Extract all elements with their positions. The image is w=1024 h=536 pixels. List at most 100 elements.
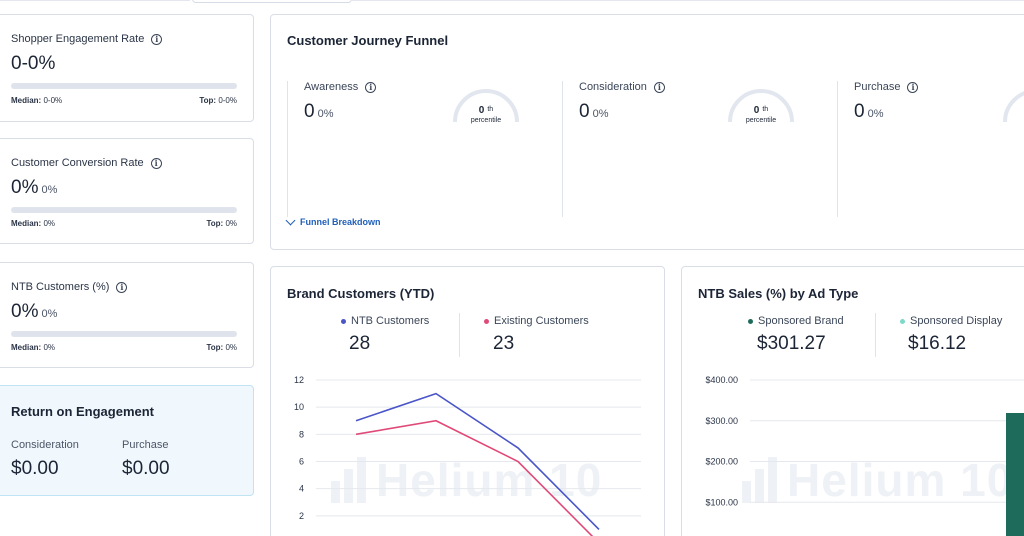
legend-dot-icon	[900, 318, 905, 324]
median-value: 0%	[43, 219, 56, 228]
legend-ntb-customers[interactable]: NTB Customers	[341, 315, 429, 327]
funnel-stage-count: 0	[854, 101, 865, 122]
legend-label: Sponsored Brand	[758, 315, 844, 327]
funnel-stage-count: 0	[304, 101, 315, 122]
metric-title-text: Customer Conversion Rate	[11, 157, 144, 169]
top-label: Top: 0-0%	[199, 96, 237, 105]
metric-progress-bar	[11, 207, 237, 213]
metric-value: 0% 0%	[11, 301, 57, 323]
helium10-watermark: Helium 10	[742, 453, 1013, 507]
gauge-number: 0	[478, 105, 485, 116]
watermark-text: Helium 10	[787, 454, 1014, 506]
funnel-stage-percent: 0%	[592, 108, 609, 120]
info-icon[interactable]: i	[116, 281, 128, 293]
legend-dot-icon	[748, 318, 753, 324]
percentile-gauge: p	[1003, 89, 1024, 129]
funnel-breakdown-label: Funnel Breakdown	[300, 217, 381, 227]
funnel-breakdown-toggle[interactable]: Funnel Breakdown	[285, 215, 381, 227]
gauge-suffix: th	[487, 106, 494, 113]
legend-label: Existing Customers	[494, 315, 589, 327]
y-tick-label: 10	[294, 402, 304, 412]
info-icon[interactable]: i	[151, 33, 163, 45]
legend-dot-icon	[341, 318, 346, 324]
y-tick-label: 6	[299, 457, 304, 467]
top-divider	[0, 0, 190, 1]
median-label-text: Median:	[11, 343, 42, 352]
ntb-customers-card: NTB Customers (%) i 0% 0% Median: 0% Top:…	[0, 262, 254, 368]
info-icon[interactable]: i	[653, 81, 665, 93]
funnel-stage-value: 0 0%	[304, 101, 333, 123]
top-divider	[352, 0, 1024, 1]
legend-label: NTB Customers	[351, 315, 430, 327]
top-value: 0%	[225, 219, 237, 228]
funnel-stage-percent: 0%	[867, 108, 884, 120]
metric-progress-bar	[11, 83, 237, 89]
top-label: Top: 0%	[206, 219, 237, 228]
metric-value-text: 0-0%	[11, 53, 56, 74]
funnel-stage-value: 0 0%	[854, 101, 883, 123]
metric-title-text: Shopper Engagement Rate	[11, 33, 145, 45]
metric-sub-value: 0%	[41, 184, 58, 196]
legend-value: $301.27	[757, 333, 826, 354]
legend-value: 28	[349, 333, 371, 354]
legend-dot-icon	[484, 318, 489, 324]
legend-existing-customers[interactable]: Existing Customers	[484, 315, 589, 327]
funnel-divider	[837, 81, 838, 217]
median-label: Median: 0%	[11, 343, 55, 352]
ntb-sales-card: NTB Sales (%) by Ad Type Sponsored Brand…	[681, 266, 1024, 536]
customer-conversion-card: Customer Conversion Rate i 0% 0% Median: …	[0, 138, 254, 244]
y-tick-label: $200.00	[705, 457, 738, 467]
y-tick-label: 12	[294, 375, 304, 385]
gauge-label: percentile	[470, 117, 502, 124]
info-icon[interactable]: i	[365, 81, 377, 93]
watermark-logo-icon	[331, 457, 366, 503]
median-label: Median: 0%	[11, 219, 55, 228]
funnel-stage-purchase: Purchase i 00% p	[854, 81, 1024, 217]
helium10-watermark: Helium 10	[331, 453, 602, 507]
info-icon[interactable]: i	[907, 81, 919, 93]
metric-progress-bar	[11, 331, 237, 337]
funnel-stage-percent: 0%	[317, 108, 334, 120]
y-tick-label: 2	[299, 511, 304, 521]
funnel-divider	[287, 81, 288, 217]
funnel-divider	[562, 81, 563, 217]
top-value: 0%	[225, 343, 237, 352]
series-line-ntb-customers	[355, 392, 600, 530]
top-label-text: Top:	[206, 343, 224, 352]
ntb-sales-bar[interactable]	[1006, 413, 1024, 536]
top-tab-fragment[interactable]	[192, 0, 352, 3]
top-label: Top: 0%	[206, 343, 237, 352]
y-tick-label: 8	[299, 429, 304, 439]
metric-title: Customer Conversion Rate i	[11, 157, 162, 169]
median-label-text: Median:	[11, 219, 42, 228]
y-tick-label: $400.00	[705, 375, 738, 385]
return-on-engagement-card: Return on Engagement Consideration $0.00…	[0, 385, 254, 496]
chevron-down-icon	[285, 215, 296, 225]
info-icon[interactable]: i	[150, 157, 162, 169]
ntb-sales-chart-grid: $400.00 $300.00 $200.00 $100.00	[705, 375, 1024, 507]
gauge-label: p	[1017, 117, 1024, 124]
legend-sponsored-brand[interactable]: Sponsored Brand	[748, 315, 844, 327]
gauge-suffix: th	[762, 106, 769, 113]
funnel-stage-label-text: Consideration	[579, 81, 647, 93]
metric-title: NTB Customers (%) i	[11, 281, 128, 293]
legend-sponsored-display[interactable]: Sponsored Display	[900, 315, 1002, 327]
median-label-text: Median:	[11, 96, 42, 105]
top-value: 0-0%	[218, 96, 237, 105]
funnel-stage-count: 0	[579, 101, 590, 122]
metric-title-text: NTB Customers (%)	[11, 281, 110, 293]
series-line-existing-customers	[355, 419, 594, 536]
metric-title: Shopper Engagement Rate i	[11, 33, 163, 45]
legend-label: Sponsored Display	[910, 315, 1003, 327]
gauge-label: percentile	[745, 117, 777, 124]
metric-value-text: 0%	[11, 177, 39, 198]
y-tick-label: $300.00	[705, 416, 738, 426]
brand-customers-card: Brand Customers (YTD) NTB Customers 28 E…	[270, 266, 665, 536]
